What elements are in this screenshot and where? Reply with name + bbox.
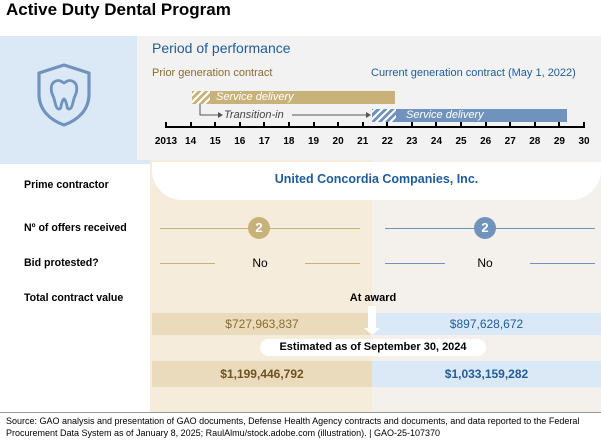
- source-note: Source: GAO analysis and presentation of…: [6, 416, 580, 438]
- axis-tick-mark: [312, 122, 315, 128]
- protest-current-line-right: [530, 263, 595, 264]
- period-heading: Period of performance: [152, 40, 291, 56]
- offers-current-circle: 2: [474, 217, 496, 239]
- estimated-current-band: [372, 361, 601, 387]
- axis-tick-label: 26: [480, 136, 492, 147]
- protest-prior-line-right: [305, 263, 360, 264]
- current-bar-label: Service delivery: [406, 109, 484, 121]
- protest-prior-line-left: [160, 263, 215, 264]
- axis-tick-label: 2013: [154, 136, 178, 147]
- timeline-axis: [166, 126, 584, 128]
- estimated-pill: Estimated as of September 30, 2024: [260, 339, 486, 356]
- axis-tick-mark: [287, 122, 290, 128]
- current-transition-hatch: [372, 109, 396, 122]
- award-pointer: [364, 306, 380, 335]
- axis-tick-label: 27: [504, 136, 516, 147]
- axis-tick-label: 22: [381, 136, 393, 147]
- protest-current-line-left: [385, 263, 445, 264]
- axis-tick-mark: [435, 122, 438, 128]
- axis-tick-mark: [214, 122, 217, 128]
- prior-service-bar: [192, 91, 395, 104]
- estimated-current-value: $1,033,159,282: [444, 367, 529, 381]
- axis-tick-label: 17: [258, 136, 270, 147]
- axis-tick-mark: [509, 122, 512, 128]
- axis-tick-label: 28: [529, 136, 541, 147]
- transition-arrows: [199, 104, 371, 118]
- transition-label: Transition-in: [224, 109, 284, 121]
- estimated-prior-value: $1,199,446,792: [220, 367, 304, 381]
- axis-tick-mark: [583, 122, 585, 128]
- offers-prior-circle: 2: [248, 217, 270, 239]
- axis-tick-label: 24: [430, 136, 443, 147]
- axis-tick-mark: [263, 122, 266, 128]
- axis-tick-label: 15: [209, 136, 221, 147]
- value-label: Total contract value: [24, 292, 124, 304]
- axis-tick-label: 30: [578, 136, 590, 147]
- protest-prior-value: No: [252, 256, 268, 270]
- tooth-shield-icon: [37, 63, 91, 127]
- prime-contractor-label: Prime contractor: [24, 179, 109, 191]
- prior-transition-hatch: [192, 91, 210, 104]
- at-award-pill: At award: [349, 292, 397, 304]
- axis-tick-mark: [386, 122, 389, 128]
- prime-contractor-pill: [152, 162, 601, 200]
- axis-tick-mark: [484, 122, 487, 128]
- axis-tick-mark: [189, 122, 192, 128]
- page-title: Active Duty Dental Program: [6, 0, 231, 19]
- award-current-band: [372, 313, 601, 335]
- award-current-value: $897,628,672: [449, 317, 524, 331]
- axis-tick-mark: [361, 122, 364, 128]
- current-service-bar: [372, 109, 567, 122]
- axis-tick-label: 25: [455, 136, 467, 147]
- estimated-prior-band: [152, 361, 372, 387]
- axis-tick-label: 18: [283, 136, 295, 147]
- offers-label: Nº of offers received: [24, 222, 127, 234]
- protest-current-value: No: [477, 256, 493, 270]
- axis-tick-label: 14: [185, 136, 197, 147]
- axis-tick-mark: [238, 122, 241, 128]
- axis-tick-mark: [558, 122, 561, 128]
- award-prior-band: [152, 313, 372, 335]
- axis-tick-label: 21: [357, 136, 369, 147]
- axis-tick-label: 16: [234, 136, 246, 147]
- axis-tick-label: 20: [332, 136, 344, 147]
- prior-bar-label: Service delivery: [216, 91, 294, 103]
- axis-tick-mark: [410, 122, 413, 128]
- prime-contractor-value: United Concordia Companies, Inc.: [274, 172, 479, 186]
- axis-tick-mark: [460, 122, 463, 128]
- award-prior-value: $727,963,837: [225, 317, 299, 331]
- axis-tick-label: 29: [553, 136, 565, 147]
- axis-tick-label: 19: [307, 136, 320, 147]
- source-divider: [0, 412, 601, 413]
- axis-tick-mark: [337, 122, 340, 128]
- axis-tick-label: 23: [406, 136, 418, 147]
- prior-contract-label: Prior generation contract: [152, 67, 273, 79]
- current-contract-label: Current generation contract (May 1, 2022…: [371, 67, 576, 79]
- axis-tick-mark: [533, 122, 536, 128]
- protest-label: Bid protested?: [24, 257, 99, 269]
- axis-tick-mark: [165, 122, 167, 128]
